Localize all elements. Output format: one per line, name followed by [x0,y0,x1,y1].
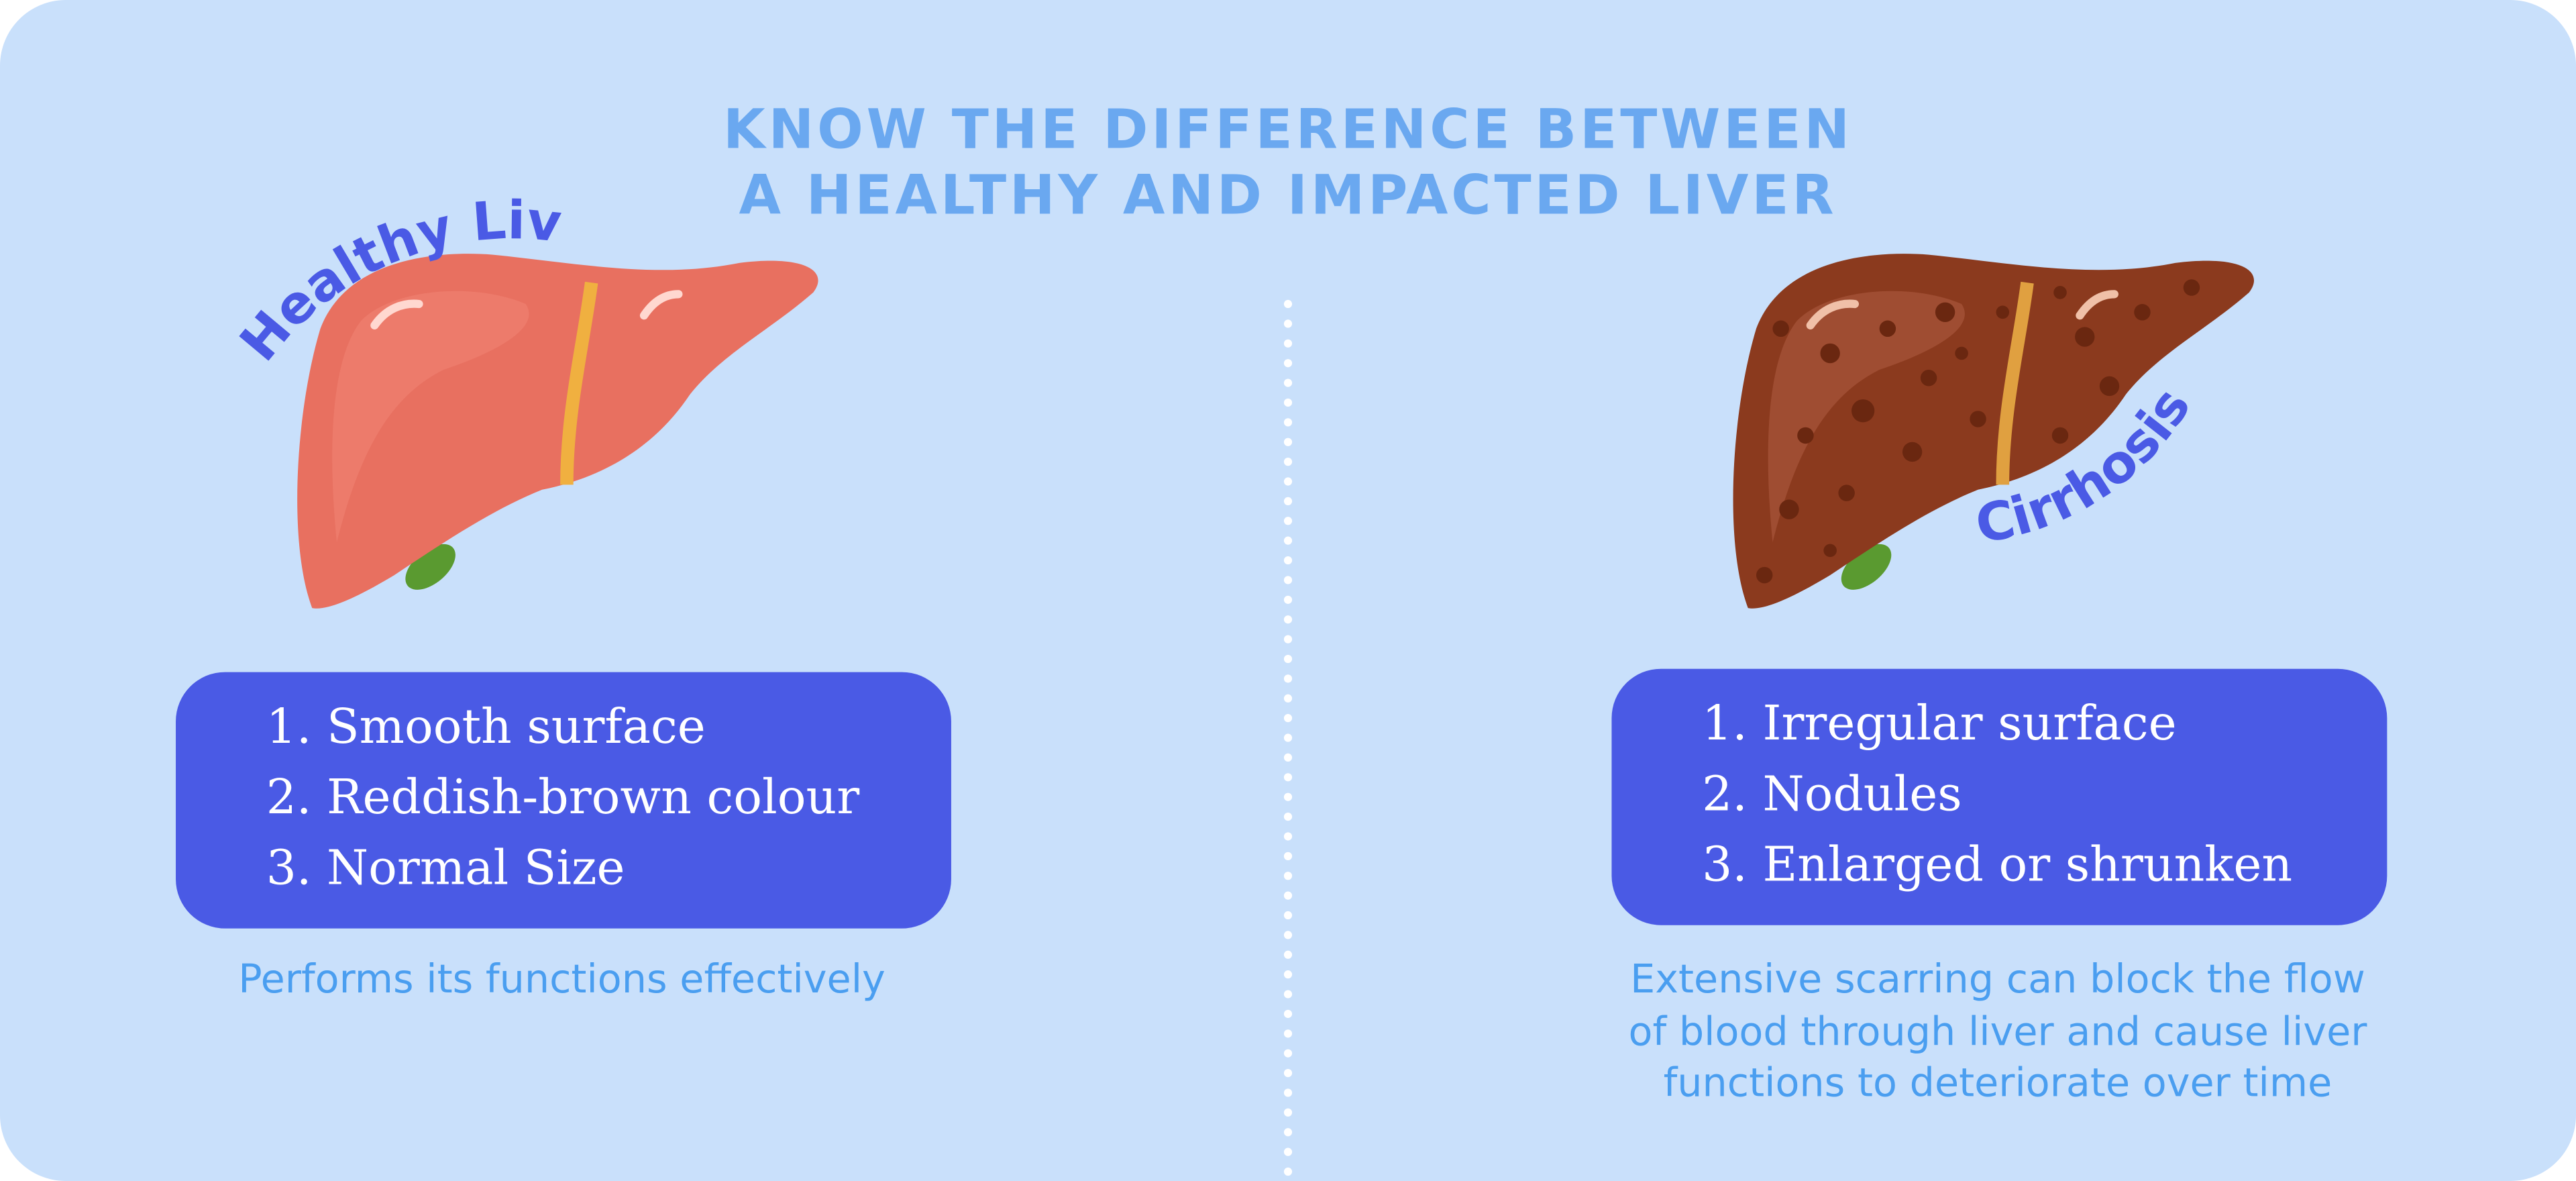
cirrhosis-liver [1733,254,2254,609]
cirrhosis-box [1611,668,2387,925]
title-line: A HEALTHY AND IMPACTED LIVER [739,164,1837,227]
caption: Extensive scarring can block the flow [1630,956,2365,1002]
healthy-liver [297,254,818,609]
caption: functions to deteriorate over time [1664,1059,2332,1105]
title-line: KNOW THE DIFFERENCE BETWEEN [723,98,1853,161]
list-item: 1. Smooth surface [266,699,706,754]
list-item: 3. Enlarged or shrunken [1702,837,2292,892]
list-item: 3. Normal Size [266,839,625,895]
caption: of blood through liver and cause liver [1629,1008,2368,1054]
list-item: 1. Irregular surface [1702,695,2177,751]
healthy-box [176,672,951,929]
list-item: 2. Nodules [1702,766,1962,821]
list-item: 2. Reddish-brown colour [266,769,859,825]
caption: Performs its functions effectively [238,956,885,1002]
